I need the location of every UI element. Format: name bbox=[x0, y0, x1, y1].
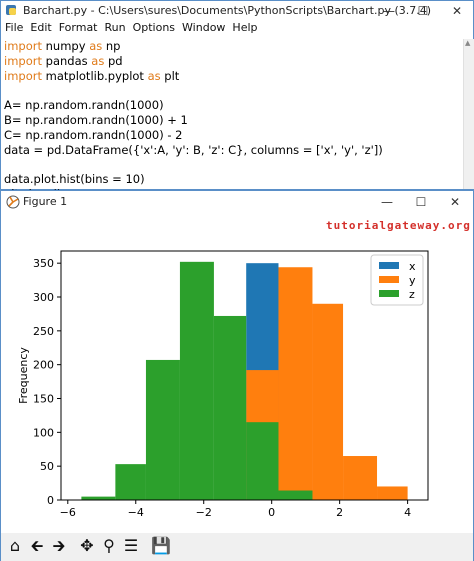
code-text: numpy bbox=[41, 39, 90, 53]
code-keyword: as bbox=[89, 39, 103, 53]
code-text: pd bbox=[104, 53, 123, 68]
save-icon[interactable]: 💾 bbox=[151, 536, 171, 555]
menu-edit[interactable]: Edit bbox=[30, 21, 52, 34]
code-text: data = pd.DataFrame({'x':A, 'y': B, 'z':… bbox=[4, 142, 383, 157]
y-tick-label: 50 bbox=[40, 460, 54, 473]
hist-bar-z bbox=[246, 422, 279, 500]
x-tick-label: 2 bbox=[336, 506, 343, 519]
legend-label-z: z bbox=[409, 288, 415, 301]
y-tick-label: 200 bbox=[33, 359, 54, 372]
menu-window[interactable]: Window bbox=[182, 21, 226, 34]
back-icon[interactable]: 🡰 bbox=[30, 536, 44, 555]
figure-minimize-icon[interactable]: — bbox=[381, 195, 393, 209]
menu-options[interactable]: Options bbox=[132, 21, 176, 34]
figure-title: Figure 1 bbox=[23, 195, 68, 208]
code-keyword: as bbox=[147, 68, 161, 83]
code-text: pandas bbox=[41, 53, 92, 68]
code-keyword: import bbox=[4, 53, 42, 68]
hist-bar-y bbox=[312, 303, 344, 500]
legend: xyz bbox=[370, 254, 424, 306]
y-tick-label: 250 bbox=[33, 325, 54, 338]
code-keyword: as bbox=[91, 53, 105, 68]
code-line: import matplotlib.pyplot as plt bbox=[4, 69, 383, 84]
figure-maximize-icon[interactable]: ☐ bbox=[415, 195, 427, 209]
legend-swatch-x bbox=[379, 262, 399, 269]
y-tick-label: 150 bbox=[33, 393, 54, 406]
code-text: A= np.random.randn(1000) bbox=[4, 98, 164, 113]
hist-bar-z bbox=[213, 315, 247, 500]
python-file-icon bbox=[5, 4, 17, 16]
legend-swatch-z bbox=[379, 290, 399, 297]
scroll-up-icon[interactable]: ▲ bbox=[465, 39, 471, 47]
y-tick-label: 0 bbox=[47, 494, 54, 507]
editor-menubar: File Edit Format Run Options Window Help bbox=[1, 21, 473, 38]
menu-run[interactable]: Run bbox=[104, 21, 126, 34]
hist-bar-y bbox=[278, 267, 313, 500]
axes-frame bbox=[60, 250, 429, 501]
maximize-icon[interactable]: ☐ bbox=[417, 4, 429, 18]
code-line: import numpy as np bbox=[4, 39, 383, 54]
code-line: import pandas as pd bbox=[4, 54, 383, 69]
code-keyword: import bbox=[4, 68, 42, 83]
watermark: tutorialgateway.org bbox=[326, 219, 471, 232]
pan-icon[interactable]: ✥ bbox=[80, 536, 94, 555]
histogram-chart: −6 −4 −2 0 2 4 0 50 100 150 200 250 300 350 Frequency… bbox=[17, 250, 429, 519]
editor-window: Barchart.py - C:\Users\sures\Documents\P… bbox=[0, 0, 474, 201]
code-line: data.plot.hist(bins = 10) bbox=[4, 172, 383, 187]
y-axis-label: Frequency bbox=[17, 347, 30, 404]
code-line: A= np.random.randn(1000) bbox=[4, 98, 383, 113]
x-tick-label: −2 bbox=[196, 506, 212, 519]
menu-help[interactable]: Help bbox=[232, 21, 258, 34]
figure-titlebar[interactable]: Figure 1 — ☐ ✕ bbox=[1, 191, 473, 213]
code-text: C= np.random.randn(1000) - 2 bbox=[4, 127, 183, 142]
code-editor[interactable]: import numpy as np import pandas as pd imp… bbox=[4, 39, 383, 202]
code-text: B= np.random.randn(1000) + 1 bbox=[4, 112, 188, 127]
y-tick-label: 300 bbox=[33, 291, 54, 304]
x-tick-label: 4 bbox=[404, 506, 411, 519]
code-line bbox=[4, 157, 383, 172]
legend-swatch-y bbox=[379, 276, 399, 283]
configure-subplots-icon[interactable]: ☰ bbox=[123, 536, 139, 555]
hist-bar-y bbox=[377, 486, 408, 500]
code-line: B= np.random.randn(1000) + 1 bbox=[4, 113, 383, 128]
hist-bar-z bbox=[145, 359, 180, 500]
code-line bbox=[4, 83, 383, 98]
zoom-icon[interactable]: ⚲ bbox=[103, 536, 115, 555]
x-tick-label: 0 bbox=[268, 506, 275, 519]
hist-bar-y bbox=[343, 456, 378, 500]
hist-bar-z bbox=[278, 490, 313, 500]
hist-bar-z bbox=[115, 464, 146, 500]
code-text: np bbox=[102, 39, 121, 53]
x-tick-label: −4 bbox=[128, 506, 144, 519]
y-tick-label: 350 bbox=[33, 257, 54, 270]
editor-scrollbar[interactable]: ▲ bbox=[463, 39, 474, 189]
menu-format[interactable]: Format bbox=[58, 21, 98, 34]
menu-file[interactable]: File bbox=[5, 21, 24, 34]
editor-title: Barchart.py - C:\Users\sures\Documents\P… bbox=[23, 4, 432, 17]
hist-bar-z bbox=[179, 261, 214, 500]
home-icon[interactable]: ⌂ bbox=[9, 536, 21, 555]
matplotlib-icon bbox=[6, 195, 20, 209]
code-text: data.plot.hist(bins = 10) bbox=[4, 172, 145, 187]
close-icon[interactable]: ✕ bbox=[451, 4, 463, 18]
editor-titlebar[interactable]: Barchart.py - C:\Users\sures\Documents\P… bbox=[1, 1, 473, 21]
navigation-toolbar: ⌂ 🡰 🡲 ✥ ⚲ ☰ 💾 bbox=[1, 533, 473, 561]
y-tick-label: 100 bbox=[33, 426, 54, 439]
hist-bar-z bbox=[81, 496, 116, 500]
minimize-icon[interactable]: — bbox=[383, 4, 395, 18]
code-line: data = pd.DataFrame({'x':A, 'y': B, 'z':… bbox=[4, 143, 383, 158]
legend-label-x: x bbox=[409, 260, 416, 273]
forward-icon[interactable]: 🡲 bbox=[52, 536, 66, 555]
figure-close-icon[interactable]: ✕ bbox=[449, 195, 461, 209]
code-text: plt bbox=[160, 68, 180, 83]
code-text: matplotlib.pyplot bbox=[41, 68, 148, 83]
code-keyword: import bbox=[4, 39, 42, 53]
code-line: C= np.random.randn(1000) - 2 bbox=[4, 128, 383, 143]
x-tick-label: −6 bbox=[60, 506, 76, 519]
legend-label-y: y bbox=[409, 274, 416, 287]
figure-window: Figure 1 — ☐ ✕ tutorialgateway.org −6 −4−… bbox=[0, 190, 474, 561]
